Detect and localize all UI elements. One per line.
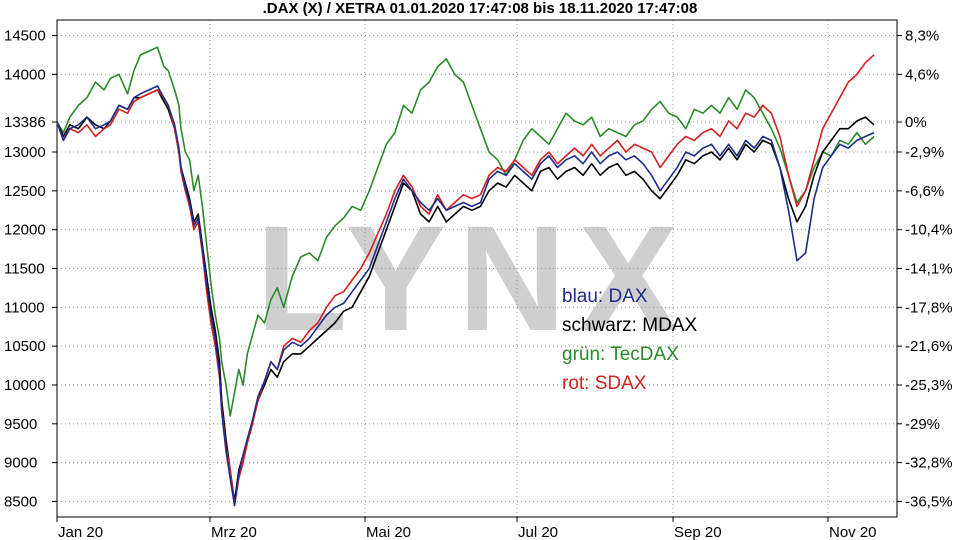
x-axis-ticks: Jan 20 Mrz 20 Mai 20 Jul 20 Sep 20 Nov 20	[58, 524, 877, 540]
right-tick-label: -6,6%	[905, 183, 944, 200]
legend-entry-tecdax: grün: TecDAX	[562, 344, 679, 365]
legend: blau: DAX schwarz: MDAX grün: TecDAX rot: S…	[562, 286, 697, 394]
left-tick-label: 12000	[4, 222, 46, 239]
right-tick-label: 4,6%	[905, 66, 939, 83]
right-tick-label: -36,5%	[905, 493, 953, 510]
right-tick-label: -21,6%	[905, 338, 953, 355]
x-tick-label: Mrz 20	[211, 524, 257, 540]
x-tick-label: Mai 20	[366, 524, 411, 540]
watermark-text: LYNX	[256, 194, 690, 362]
left-tick-label: 14000	[4, 66, 46, 83]
left-tick-label: 10000	[4, 377, 46, 394]
left-tick-label: 9500	[4, 416, 37, 433]
axes	[52, 19, 902, 522]
right-tick-label: 0%	[905, 114, 927, 131]
series-line-tecdax	[56, 46, 875, 417]
series-line-sdax	[56, 54, 875, 507]
right-tick-label: -2,9%	[905, 144, 944, 161]
left-tick-label: 10500	[4, 338, 46, 355]
series-line-dax	[56, 85, 875, 507]
right-tick-label: -10,4%	[905, 222, 953, 239]
left-tick-label: 8500	[4, 493, 37, 510]
legend-entry-dax: blau: DAX	[562, 286, 648, 307]
left-tick-label: 9000	[4, 455, 37, 472]
right-tick-label: -17,8%	[905, 299, 953, 316]
left-tick-label: 12500	[4, 183, 46, 200]
left-tick-label: 14500	[4, 28, 46, 45]
series-lines	[56, 46, 875, 507]
x-tick-label: Nov 20	[829, 524, 877, 540]
right-tick-label: -32,8%	[905, 455, 953, 472]
chart-title: .DAX (X) / XETRA 01.01.2020 17:47:08 bis…	[262, 0, 698, 17]
right-tick-label: -29%	[905, 416, 940, 433]
legend-entry-sdax: rot: SDAX	[562, 373, 647, 394]
x-tick-label: Jul 20	[518, 524, 558, 540]
left-tick-label: 11000	[4, 299, 45, 316]
grid-lines	[57, 20, 897, 517]
right-tick-label: -14,1%	[905, 261, 953, 278]
right-tick-label: -25,3%	[905, 377, 953, 394]
left-tick-label: 11500	[4, 261, 45, 278]
legend-entry-mdax: schwarz: MDAX	[562, 315, 697, 336]
right-tick-label: 8,3%	[905, 28, 939, 45]
right-axis-ticks: 8,3% 4,6% 0% -2,9% -6,6% -10,4% -14,1% -17,8% -2…	[905, 28, 953, 511]
x-tick-label: Jan 20	[58, 524, 103, 540]
left-tick-label: 13000	[4, 144, 46, 161]
x-tick-label: Sep 20	[674, 524, 722, 540]
left-tick-label: 13386	[4, 114, 46, 131]
left-axis-ticks: 14500 14000 13386 13000 12500 12000 11500 11000…	[4, 28, 46, 511]
